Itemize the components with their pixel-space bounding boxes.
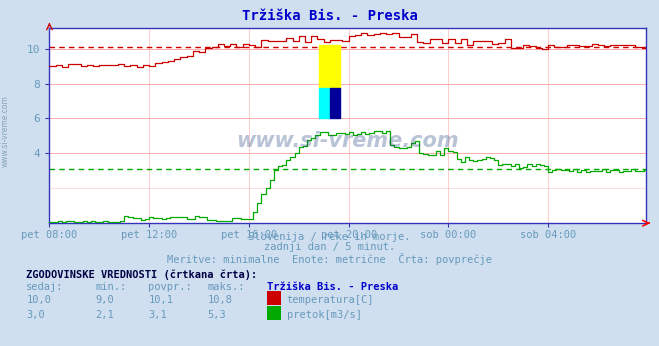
Text: pretok[m3/s]: pretok[m3/s] xyxy=(287,310,362,320)
Text: 3,1: 3,1 xyxy=(148,310,167,320)
Bar xyxy=(319,45,341,88)
Text: 10,1: 10,1 xyxy=(148,295,173,305)
Text: 9,0: 9,0 xyxy=(96,295,114,305)
Text: zadnji dan / 5 minut.: zadnji dan / 5 minut. xyxy=(264,242,395,252)
Text: Meritve: minimalne  Enote: metrične  Črta: povprečje: Meritve: minimalne Enote: metrične Črta:… xyxy=(167,253,492,265)
Text: maks.:: maks.: xyxy=(208,282,245,292)
Text: temperatura[C]: temperatura[C] xyxy=(287,295,374,305)
Text: Tržiška Bis. - Preska: Tržiška Bis. - Preska xyxy=(242,9,417,22)
Text: 10,0: 10,0 xyxy=(26,295,51,305)
Text: www.si-vreme.com: www.si-vreme.com xyxy=(237,131,459,151)
Text: Slovenija / reke in morje.: Slovenija / reke in morje. xyxy=(248,232,411,242)
Text: ZGODOVINSKE VREDNOSTI (črtkana črta):: ZGODOVINSKE VREDNOSTI (črtkana črta): xyxy=(26,270,258,280)
Text: 2,1: 2,1 xyxy=(96,310,114,320)
Text: sedaj:: sedaj: xyxy=(26,282,64,292)
Text: min.:: min.: xyxy=(96,282,127,292)
Text: 5,3: 5,3 xyxy=(208,310,226,320)
Bar xyxy=(319,88,330,118)
Text: 3,0: 3,0 xyxy=(26,310,45,320)
Text: Tržiška Bis. - Preska: Tržiška Bis. - Preska xyxy=(267,282,398,292)
Text: www.si-vreme.com: www.si-vreme.com xyxy=(1,95,10,167)
Text: 10,8: 10,8 xyxy=(208,295,233,305)
Text: povpr.:: povpr.: xyxy=(148,282,192,292)
Bar xyxy=(330,88,341,118)
